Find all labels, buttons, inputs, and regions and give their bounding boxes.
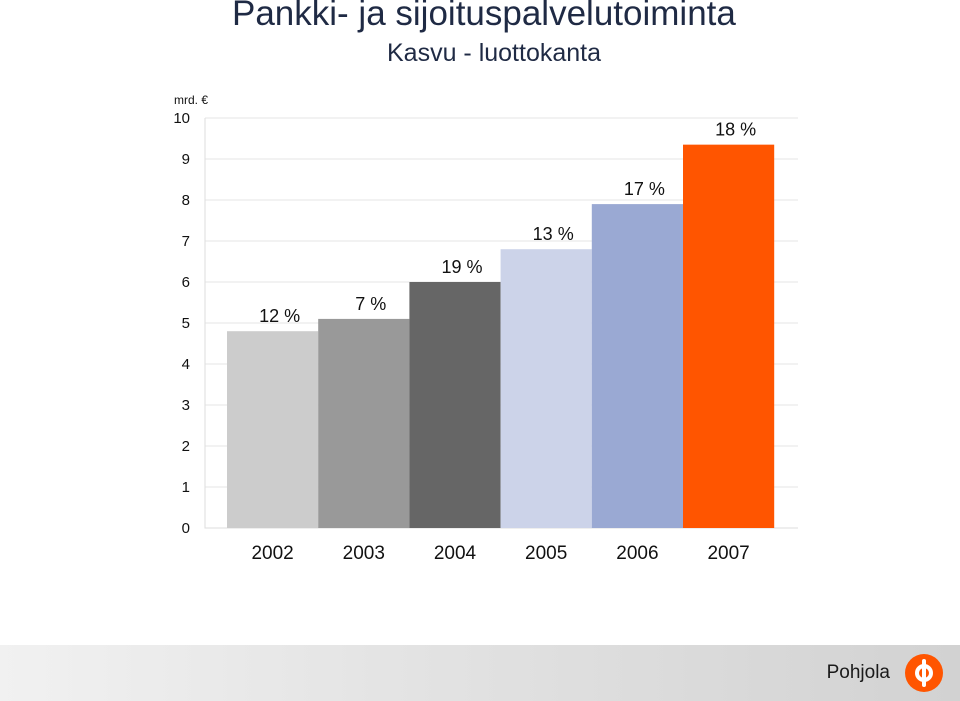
data-label: 17 % xyxy=(624,179,665,199)
y-axis-unit-label: mrd. € xyxy=(174,93,208,107)
y-tick-label: 6 xyxy=(182,274,190,291)
y-tick-label: 8 xyxy=(182,192,190,209)
y-tick-label: 2 xyxy=(182,438,190,455)
brand-name: Pohjola xyxy=(826,662,890,683)
x-tick-label: 2002 xyxy=(251,543,293,564)
bar xyxy=(500,249,592,528)
bar xyxy=(591,204,683,528)
data-label: 18 % xyxy=(715,120,756,140)
data-label: 19 % xyxy=(441,257,482,277)
data-label: 13 % xyxy=(533,224,574,244)
x-tick-label: 2006 xyxy=(616,543,658,564)
chart-subtitle: Kasvu - luottokanta xyxy=(387,39,602,67)
pohjola-logo-icon xyxy=(905,654,943,692)
bar xyxy=(409,282,501,528)
bar xyxy=(683,144,775,528)
footer-bar: Pohjola xyxy=(0,645,960,701)
x-tick-label: 2003 xyxy=(343,543,385,564)
x-tick-label: 2004 xyxy=(434,543,477,564)
y-tick-label: 4 xyxy=(182,356,190,373)
data-label: 12 % xyxy=(259,306,300,326)
y-tick-label: 1 xyxy=(182,479,190,496)
y-tick-label: 3 xyxy=(182,397,190,414)
x-tick-label: 2007 xyxy=(707,543,749,564)
x-tick-label: 2005 xyxy=(525,543,567,564)
y-tick-label: 7 xyxy=(182,233,190,250)
bar xyxy=(227,331,319,528)
data-label: 7 % xyxy=(355,294,386,314)
y-tick-label: 5 xyxy=(182,315,190,332)
y-tick-label: 10 xyxy=(173,110,190,127)
y-tick-label: 0 xyxy=(182,520,190,537)
bar-chart: 0 1 2 3 4 5 6 7 8 9 10 12 % 2002 7 % 2003 19 % 2004 13 % 2… xyxy=(173,93,798,564)
chart-title: Pankki- ja sijoituspalvelutoiminta xyxy=(232,0,736,33)
bar xyxy=(318,318,410,528)
y-tick-label: 9 xyxy=(182,151,190,168)
